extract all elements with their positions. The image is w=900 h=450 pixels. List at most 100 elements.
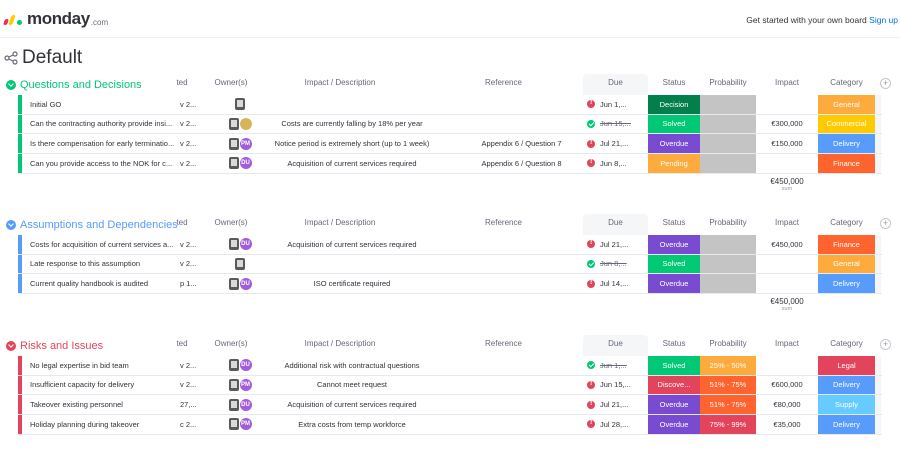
table-row[interactable]: Can you provide access to the NOK for c.… bbox=[18, 154, 882, 174]
item-name[interactable]: Current quality handbook is audited bbox=[30, 279, 148, 289]
item-name[interactable]: No legal expertise in bid team bbox=[30, 360, 129, 370]
table-row[interactable]: Takeover existing personnel 27,... DU Acqui… bbox=[18, 395, 882, 415]
column-header-due[interactable]: Due bbox=[608, 218, 623, 227]
group-title[interactable]: Assumptions and Dependencies bbox=[6, 219, 178, 231]
table-row[interactable]: Initial GO v 2... Jun 1,... Decision General bbox=[18, 95, 882, 115]
owners-cell[interactable]: DU bbox=[218, 154, 262, 173]
impact-value-cell[interactable]: €35,000 bbox=[773, 419, 801, 429]
column-header-created[interactable]: ted bbox=[176, 218, 188, 227]
due-cell[interactable]: Jun 8,... bbox=[583, 255, 648, 274]
due-cell[interactable]: Jul 14,... bbox=[583, 274, 648, 293]
impact-value-cell[interactable]: €300,000 bbox=[771, 119, 803, 129]
reference-cell[interactable]: Appendix 6 / Question 7 bbox=[481, 139, 562, 149]
column-header-created[interactable]: ted bbox=[176, 78, 188, 87]
due-cell[interactable]: Jun 15,... bbox=[583, 376, 648, 395]
share-icon[interactable] bbox=[4, 51, 18, 65]
column-header-impact[interactable]: Impact bbox=[774, 78, 799, 87]
column-header-impact-description[interactable]: Impact / Description bbox=[304, 339, 376, 348]
table-row[interactable]: Can the contracting authority provide in… bbox=[18, 114, 882, 135]
status-cell[interactable]: Discove... bbox=[648, 375, 700, 395]
collapse-chevron-icon[interactable] bbox=[6, 80, 16, 90]
impact-description-cell[interactable]: Costs are currently falling by 18% per y… bbox=[281, 119, 423, 129]
reference-cell[interactable]: Appendix 6 / Question 8 bbox=[481, 158, 562, 168]
status-cell[interactable]: Overdue bbox=[648, 134, 700, 153]
status-cell[interactable]: Overdue bbox=[648, 415, 700, 434]
category-cell[interactable]: Delivery bbox=[818, 375, 875, 395]
category-cell[interactable]: Finance bbox=[818, 235, 875, 254]
reference-cell[interactable] bbox=[442, 395, 601, 414]
impact-value-cell[interactable] bbox=[756, 356, 818, 375]
column-header-owners[interactable]: Owner(s) bbox=[214, 339, 248, 348]
impact-value-cell[interactable]: €150,000 bbox=[771, 139, 803, 149]
item-name[interactable]: Holiday planning during takeover bbox=[30, 419, 140, 429]
due-cell[interactable]: Jul 21,... bbox=[583, 134, 648, 153]
item-name[interactable]: Takeover existing personnel bbox=[30, 400, 123, 410]
column-header-status[interactable]: Status bbox=[662, 218, 686, 227]
status-cell[interactable]: Decision bbox=[648, 95, 700, 114]
owners-cell[interactable]: DU bbox=[218, 235, 262, 254]
column-header-due[interactable]: Due bbox=[608, 339, 623, 348]
column-header-reference[interactable]: Reference bbox=[485, 218, 522, 227]
item-name[interactable]: Late response to this assumption bbox=[30, 259, 141, 269]
column-header-owners[interactable]: Owner(s) bbox=[214, 78, 248, 87]
probability-cell[interactable]: 75% - 99% bbox=[700, 415, 756, 434]
table-row[interactable]: Late response to this assumption v 2... Ju… bbox=[18, 254, 882, 275]
add-column-icon[interactable]: + bbox=[880, 339, 891, 350]
category-cell[interactable]: Finance bbox=[818, 154, 875, 173]
table-row[interactable]: Current quality handbook is audited p 1..… bbox=[18, 274, 882, 294]
column-header-impact-description[interactable]: Impact / Description bbox=[304, 218, 376, 227]
impact-value-cell[interactable] bbox=[756, 95, 818, 114]
table-row[interactable]: No legal expertise in bid team v 2... DU Ad… bbox=[18, 356, 882, 376]
collapse-chevron-icon[interactable] bbox=[6, 220, 16, 230]
category-cell[interactable]: Delivery bbox=[818, 134, 875, 153]
column-header-impact[interactable]: Impact bbox=[774, 218, 799, 227]
impact-value-cell[interactable] bbox=[756, 255, 818, 274]
category-cell[interactable]: General bbox=[818, 95, 875, 114]
monday-logo[interactable]: monday .com bbox=[2, 9, 108, 29]
reference-cell[interactable] bbox=[442, 274, 601, 293]
impact-description-cell[interactable]: Extra costs from temp workforce bbox=[298, 419, 406, 429]
reference-cell[interactable] bbox=[442, 115, 601, 134]
probability-cell[interactable] bbox=[700, 134, 756, 153]
item-name[interactable]: Can you provide access to the NOK for c.… bbox=[30, 158, 173, 168]
column-header-probability[interactable]: Probability bbox=[709, 78, 747, 87]
column-header-status[interactable]: Status bbox=[662, 78, 686, 87]
item-name[interactable]: Is there compensation for early terminat… bbox=[30, 139, 175, 149]
reference-cell[interactable] bbox=[442, 255, 601, 274]
owners-cell[interactable] bbox=[218, 255, 262, 274]
column-header-status[interactable]: Status bbox=[662, 339, 686, 348]
status-cell[interactable]: Solved bbox=[648, 114, 700, 134]
column-header-owners[interactable]: Owner(s) bbox=[214, 218, 248, 227]
probability-cell[interactable] bbox=[700, 114, 756, 134]
item-name[interactable]: Costs for acquisition of current service… bbox=[30, 239, 174, 249]
impact-description-cell[interactable]: ISO certificate required bbox=[313, 279, 391, 289]
reference-cell[interactable] bbox=[442, 95, 601, 114]
category-cell[interactable]: General bbox=[818, 254, 875, 274]
column-header-created[interactable]: ted bbox=[176, 339, 188, 348]
status-cell[interactable]: Solved bbox=[648, 356, 700, 375]
reference-cell[interactable] bbox=[442, 376, 601, 395]
impact-value-cell[interactable]: €80,000 bbox=[773, 400, 801, 410]
impact-description-cell[interactable]: Additional risk with contractual questio… bbox=[284, 360, 420, 370]
add-column-icon[interactable]: + bbox=[880, 218, 891, 229]
owners-cell[interactable]: DU bbox=[218, 274, 262, 293]
impact-description-cell[interactable]: Acquisition of current services required bbox=[287, 239, 417, 249]
status-cell[interactable]: Pending bbox=[648, 154, 700, 173]
group-title[interactable]: Questions and Decisions bbox=[6, 79, 142, 91]
due-cell[interactable]: Jun 1,... bbox=[583, 356, 648, 375]
column-header-category[interactable]: Category bbox=[830, 78, 863, 87]
owners-cell[interactable] bbox=[218, 115, 262, 134]
status-cell[interactable]: Overdue bbox=[648, 274, 700, 293]
status-cell[interactable]: Overdue bbox=[648, 235, 700, 254]
impact-description-cell[interactable]: Cannot meet request bbox=[316, 380, 388, 390]
impact-description-cell[interactable]: Acquisition of current services required bbox=[287, 158, 417, 168]
column-header-impact[interactable]: Impact bbox=[774, 339, 799, 348]
category-cell[interactable]: Legal bbox=[818, 356, 875, 375]
due-cell[interactable]: Jun 8,... bbox=[583, 154, 648, 173]
status-cell[interactable]: Overdue bbox=[648, 395, 700, 414]
owners-cell[interactable]: PM bbox=[218, 415, 262, 434]
column-header-impact-description[interactable]: Impact / Description bbox=[304, 78, 376, 87]
probability-cell[interactable]: 51% - 75% bbox=[700, 395, 756, 414]
column-header-probability[interactable]: Probability bbox=[709, 339, 747, 348]
column-header-reference[interactable]: Reference bbox=[485, 78, 522, 87]
